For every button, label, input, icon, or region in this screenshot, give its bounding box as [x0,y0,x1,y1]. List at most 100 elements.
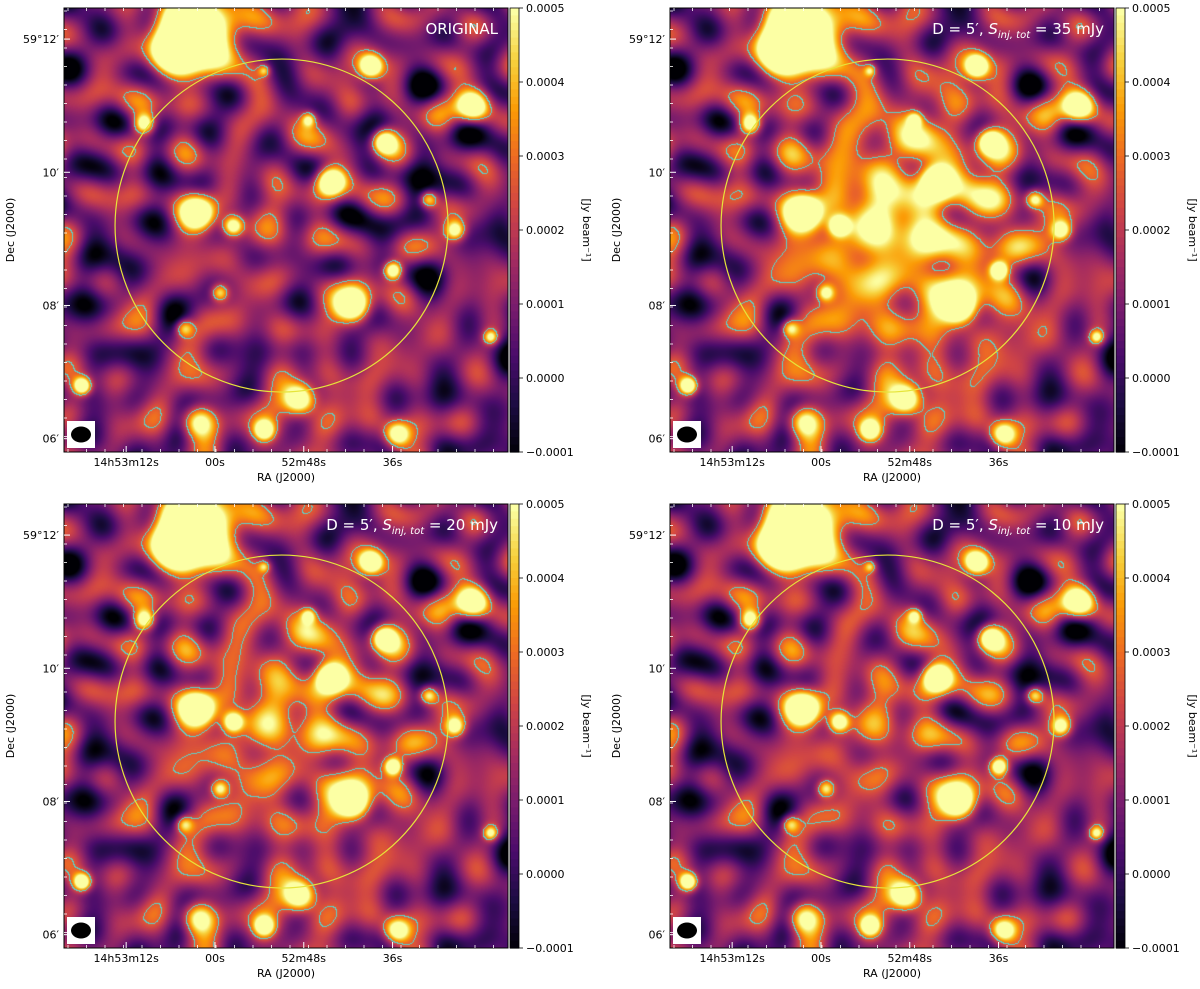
panel-label: ORIGINAL [425,20,498,38]
colorbar-segment [510,274,519,283]
colorbar-segment [510,851,519,860]
colorbar-segment [510,119,519,127]
colorbar-segment [510,748,519,757]
colorbar-segment [1116,918,1125,927]
colorbar-segment [510,400,519,409]
colorbar-segment [510,637,519,646]
colorbar-tick-label: 0.0003 [526,150,565,163]
colorbar-segment [510,244,519,253]
panel-20mjy: D = 5′, Sinj, tot = 20 mJy 14h53m12s 00s 5… [0,496,600,989]
colorbar-segment [510,230,519,238]
colorbar-segment [1116,703,1125,712]
colorbar-segment [510,415,519,423]
colorbar-segment [510,555,519,564]
colorbar-segment [510,82,519,90]
colorbar-segment [1116,615,1125,623]
colorbar-segment [1116,696,1125,705]
colorbar-segment [1116,711,1125,720]
colorbar-segment [510,326,519,335]
x-axis-label: RA (J2000) [257,967,315,980]
colorbar-segment [1116,318,1125,327]
colorbar-segment [1116,289,1125,298]
colorbar-label: [Jy beam⁻¹] [1186,694,1199,757]
colorbar-segment [1116,940,1125,949]
colorbar-segment [510,888,519,897]
plot-area [63,7,509,453]
x-tick-label: 36s [989,456,1009,469]
colorbar-segment [1116,578,1125,586]
colorbar-segment [1116,378,1125,386]
colorbar-segment [510,933,519,942]
colorbar-segment [1116,67,1125,76]
y-tick-label: 08′ [649,299,666,312]
colorbar-segment [1116,141,1125,150]
colorbar-segment [1116,652,1125,660]
colorbar-tick-label: 0.0005 [526,498,565,511]
colorbar-segment [1116,925,1125,934]
colorbar-segment [510,911,519,919]
colorbar-segment [510,518,519,527]
colorbar-segment [1116,148,1125,157]
radio-map-image [670,8,1114,452]
panel-original: ORIGINAL 14h53m12s 00s 52m48s 36s 59°12′ 10′ 0… [0,0,600,493]
colorbar-segment [510,200,519,209]
colorbar-segment [1116,541,1125,549]
y-axis-label: Dec (J2000) [4,198,17,263]
colorbar-segment [1116,230,1125,238]
colorbar-segment [510,96,519,105]
colorbar-segment [510,585,519,594]
colorbar-segment [510,52,519,61]
colorbar-segment [510,104,519,113]
colorbar-segment [1116,777,1125,786]
colorbar-tick-label: 0.0004 [526,572,565,585]
colorbar-segment [1116,156,1125,164]
colorbar-segment [1116,740,1125,749]
x-tick-label: 00s [811,952,831,965]
plot-area [669,7,1115,453]
colorbar-segment [1116,844,1125,853]
aperture-circle [720,58,1055,393]
colorbar-segment [510,644,519,653]
colorbar-tick-label: 0.0002 [1132,224,1171,237]
y-tick-label: 08′ [649,795,666,808]
colorbar-tick-label: 0.0002 [1132,720,1171,733]
x-tick-label: 52m48s [282,952,327,965]
colorbar-segment [510,74,519,83]
colorbar-segment [1116,666,1125,675]
colorbar-segment [1116,15,1125,24]
colorbar-segment [510,659,519,668]
colorbar-segment [1116,518,1125,527]
colorbar-tick-label: 0.0005 [1132,2,1171,15]
plot-area [63,503,509,949]
colorbar-tick-label: 0.0002 [526,720,565,733]
colorbar-segment [510,718,519,727]
colorbar-segment [510,378,519,386]
y-tick-label: 06′ [649,929,666,942]
colorbar-segment [510,792,519,801]
aperture-circle [114,58,449,393]
colorbar-segment [510,822,519,831]
colorbar-segment [1116,392,1125,401]
colorbar-segment [1116,348,1125,357]
y-axis-label: Dec (J2000) [610,198,623,263]
colorbar-segment [1116,415,1125,423]
colorbar-segment [1116,837,1125,845]
colorbar-segment [510,59,519,68]
colorbar-segment [510,111,519,120]
colorbar-segment [1116,622,1125,631]
colorbar-segment [510,89,519,98]
colorbar-segment [1116,311,1125,320]
colorbar-segment [510,67,519,76]
colorbar-segment [1116,859,1125,868]
panel-label: D = 5′, Sinj, tot = 35 mJy [932,20,1104,41]
radio-map-image [64,504,508,948]
colorbar-segment [1116,52,1125,61]
colorbar-segment [510,148,519,157]
colorbar-segment [1116,881,1125,890]
x-tick-label: 14h53m12s [699,952,765,965]
colorbar-segment [1116,592,1125,601]
colorbar-segment [510,141,519,150]
colorbar-segment [510,903,519,912]
colorbar-tick-label: 0.0001 [1132,298,1171,311]
colorbar-segment [1116,185,1125,194]
